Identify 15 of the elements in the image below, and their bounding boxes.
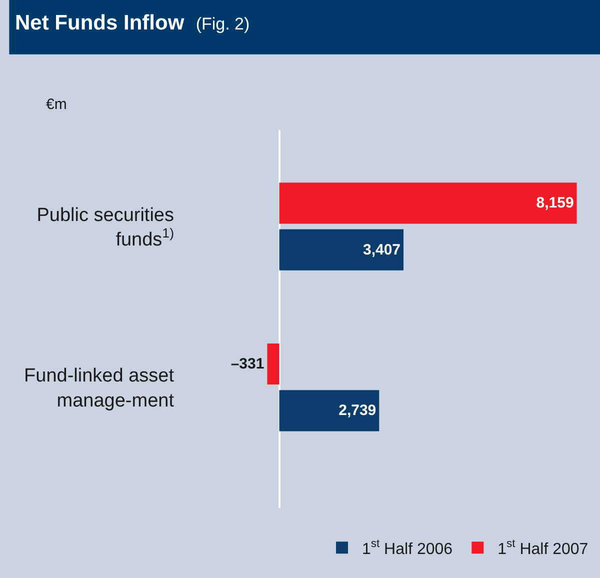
bar xyxy=(267,344,280,385)
data-label: 3,407 xyxy=(362,241,401,258)
y-tick-label: Fund-linked asset manage-ment xyxy=(24,366,175,412)
bar xyxy=(279,182,577,224)
legend-label: 1$^{st}$ Half 2006 xyxy=(362,538,453,558)
y-tick-label: Public securities funds$^{1)}$ xyxy=(36,204,174,251)
bar xyxy=(279,390,380,432)
legend-label: 1$^{st}$ Half 2007 xyxy=(498,538,588,558)
chart-title: Net Funds Inflow xyxy=(15,11,185,34)
data-label: 2,739 xyxy=(338,402,376,420)
text: €m xyxy=(46,96,67,113)
data-label: 8,159 xyxy=(536,194,574,212)
bar xyxy=(279,229,404,270)
chart-subtitle: (Fig. 2) xyxy=(196,14,250,34)
data-label: –331 xyxy=(230,356,264,373)
